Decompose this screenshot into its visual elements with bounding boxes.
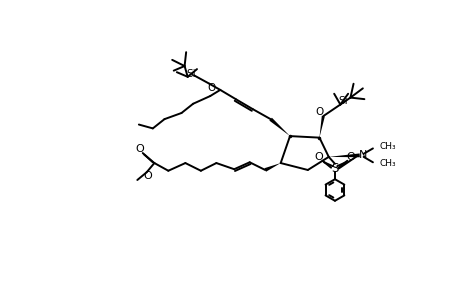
Polygon shape <box>328 153 359 157</box>
Text: S: S <box>330 162 338 175</box>
Text: CH₃: CH₃ <box>378 142 395 152</box>
Text: O: O <box>135 144 144 154</box>
Text: N: N <box>358 150 366 160</box>
Text: O: O <box>314 107 323 117</box>
Polygon shape <box>319 116 324 138</box>
Text: O: O <box>346 152 355 162</box>
Text: CH₃: CH₃ <box>378 159 395 168</box>
Text: Si: Si <box>338 96 347 106</box>
Text: Si: Si <box>185 69 195 79</box>
Text: O: O <box>207 82 215 93</box>
Text: O: O <box>313 152 322 162</box>
Polygon shape <box>264 163 280 172</box>
Polygon shape <box>269 118 289 136</box>
Text: O: O <box>143 171 151 181</box>
